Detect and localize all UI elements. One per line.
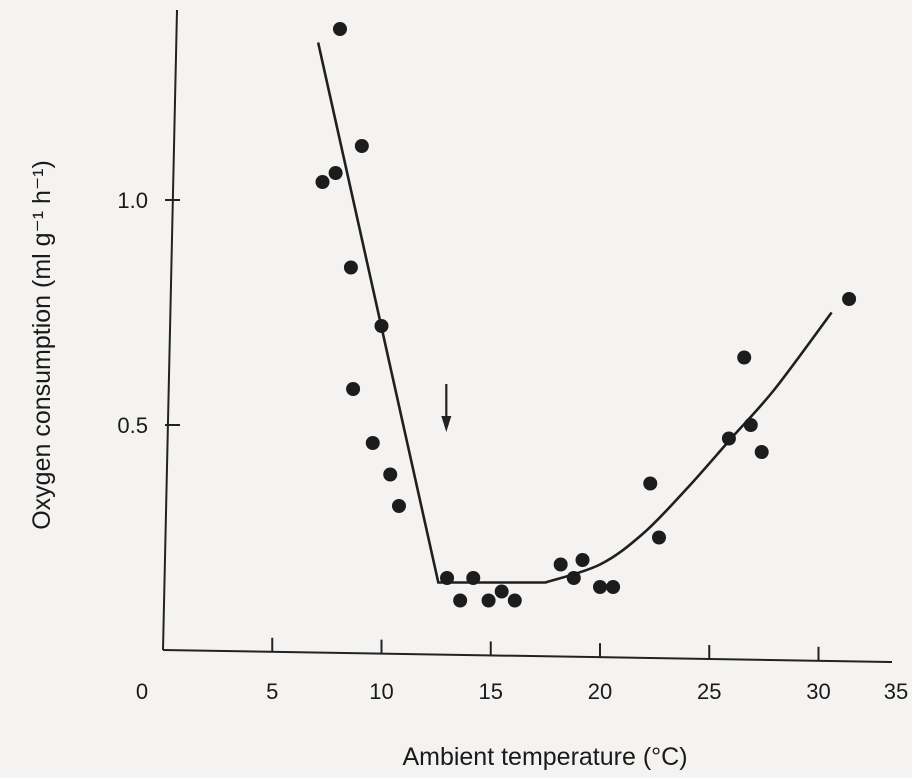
x-tick-label: 35: [884, 679, 908, 704]
data-point: [391, 499, 406, 513]
y-tick-label: 1.0: [117, 188, 148, 213]
x-tick-label: 0: [136, 679, 148, 704]
x-tick-label: 20: [588, 679, 612, 704]
data-point: [365, 436, 380, 450]
arrow-head: [441, 416, 452, 432]
data-point: [343, 260, 358, 275]
x-tick-label: 5: [266, 679, 278, 704]
axes: 0 5 10 15 20 25 30 35 0.5 1.0: [117, 9, 908, 704]
data-point: [328, 166, 343, 180]
data-point: [383, 467, 398, 482]
fit-line: [316, 42, 833, 584]
data-point: [494, 584, 509, 599]
data-point: [737, 350, 752, 365]
fit-curve: [316, 42, 833, 584]
data-point: [453, 593, 468, 608]
data-point: [481, 593, 496, 608]
y-axis-line: [162, 9, 178, 651]
data-point: [566, 571, 581, 585]
data-point: [553, 557, 568, 572]
data-point: [721, 431, 736, 446]
data-point: [440, 571, 455, 585]
data-point: [374, 319, 389, 333]
data-point: [346, 382, 361, 396]
x-tick-label: 10: [369, 679, 393, 704]
annotations: [441, 384, 452, 432]
data-point: [466, 571, 481, 585]
y-tick-label: 0.5: [117, 413, 148, 438]
y-axis-title: Oxygen consumption (ml g⁻¹ h⁻¹): [28, 160, 56, 530]
data-point: [507, 593, 522, 608]
data-point: [354, 139, 369, 153]
data-point: [332, 22, 347, 36]
data-points: [315, 22, 857, 608]
data-point: [643, 476, 658, 491]
data-point: [606, 580, 621, 594]
data-point: [743, 418, 758, 432]
data-point: [842, 292, 857, 306]
data-point: [754, 445, 769, 459]
x-tick-label: 25: [697, 679, 721, 704]
x-tick-label: 30: [806, 679, 830, 704]
data-point: [315, 175, 330, 189]
x-tick-label: 15: [479, 679, 503, 704]
x-axis-line: [162, 649, 893, 663]
data-point: [651, 530, 666, 545]
x-axis-title: Ambient temperature (°C): [402, 743, 687, 771]
data-point: [575, 553, 590, 567]
data-point: [593, 580, 607, 594]
